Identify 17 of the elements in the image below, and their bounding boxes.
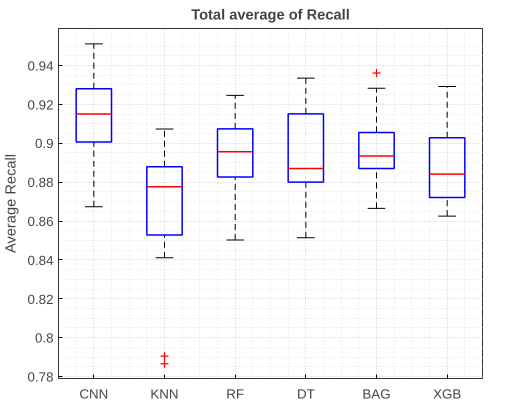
x-tick-label: BAG (362, 386, 391, 402)
y-axis-title: Average Recall (4, 154, 20, 254)
y-tick-label: 0.94 (28, 58, 54, 74)
x-tick-label: RF (226, 386, 244, 402)
chart-title: Total average of Recall (191, 8, 350, 24)
y-tick-label: 0.82 (28, 292, 54, 307)
y-tick-label: 0.88 (28, 175, 54, 190)
y-tick-label: 0.84 (28, 252, 54, 268)
x-tick-label: KNN (150, 386, 179, 402)
y-tick-label: 0.8 (34, 330, 54, 346)
y-tick-label: 0.92 (28, 97, 54, 112)
y-tick-label: 0.9 (34, 136, 54, 152)
x-tick-label: XGB (433, 386, 462, 402)
x-tick-label: CNN (79, 386, 108, 402)
y-tick-label: 0.86 (28, 214, 54, 229)
x-tick-label: DT (296, 386, 315, 402)
y-tick-label: 0.78 (28, 370, 54, 385)
